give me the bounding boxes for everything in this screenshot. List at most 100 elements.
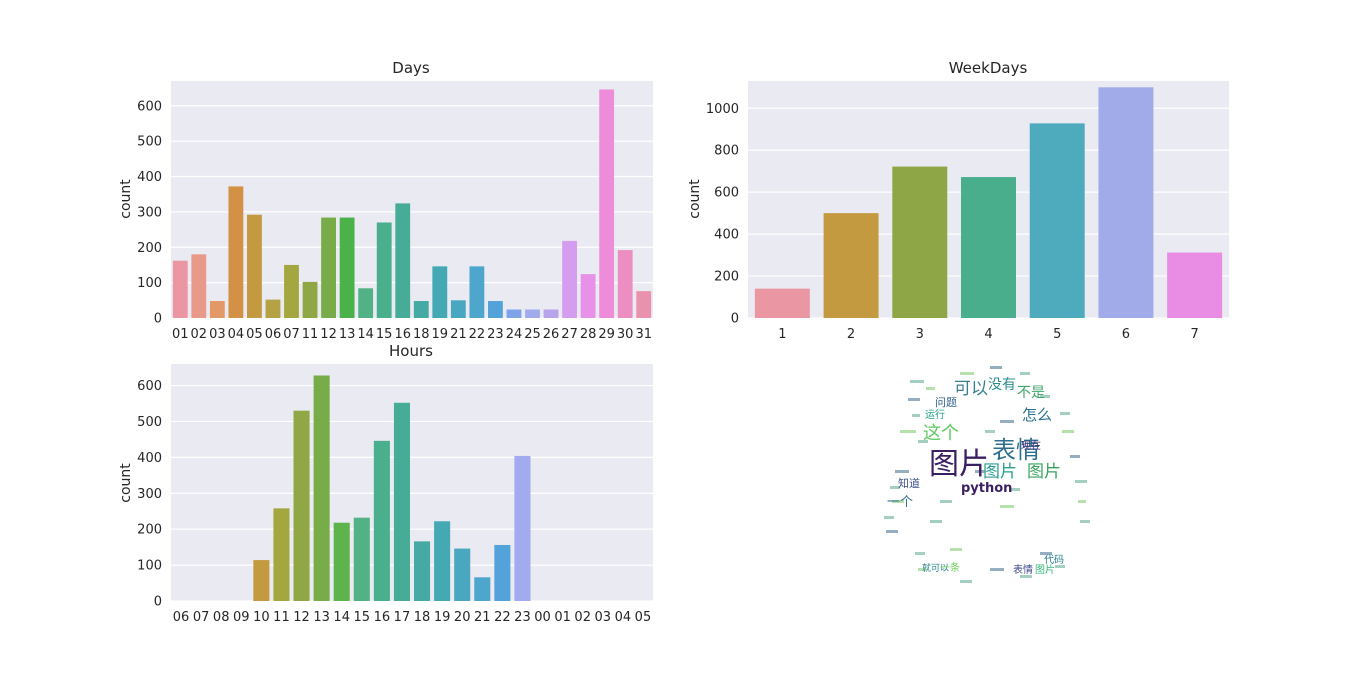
- hours-plot-area: [171, 364, 653, 601]
- weekdays-bar-7: [1167, 252, 1223, 318]
- days-bar-12: [321, 217, 336, 318]
- hours-xtick-label: 02: [574, 610, 591, 625]
- hours-xtick-label: 17: [394, 610, 411, 625]
- hours-xtick-label: 15: [354, 610, 371, 625]
- days-xtick-label: 30: [617, 327, 634, 342]
- word-cloud-word: python: [961, 481, 1012, 496]
- days-xtick-label: 26: [543, 327, 560, 342]
- hours-xtick-label: 03: [595, 610, 612, 625]
- hours-xtick-label: 20: [454, 610, 471, 625]
- days-xtick-label: 05: [246, 327, 263, 342]
- days-bar-25: [525, 309, 540, 318]
- word-cloud-texture: [884, 366, 1090, 583]
- days-xtick-label: 22: [469, 327, 486, 342]
- hours-ytick-label: 100: [137, 559, 162, 574]
- days-bar-22: [469, 266, 485, 318]
- days-ytick-label: 500: [137, 135, 162, 150]
- days-bar-14: [358, 288, 374, 318]
- hours-xtick-label: 06: [173, 610, 190, 625]
- word-cloud-word: 图片: [983, 462, 1017, 482]
- days-bar-06: [265, 299, 281, 318]
- days-xtick-label: 12: [320, 327, 337, 342]
- days-bar-21: [450, 300, 466, 318]
- hours-xtick-label: 13: [313, 610, 330, 625]
- days-xtick-label: 01: [172, 327, 189, 342]
- days-bar-26: [543, 309, 559, 318]
- days-xtick-label: 03: [209, 327, 226, 342]
- hours-xtick-label: 05: [635, 610, 652, 625]
- days-bar-19: [432, 266, 448, 318]
- word-cloud-word: 表情: [1013, 563, 1033, 576]
- days-bar-02: [191, 254, 207, 318]
- weekdays-bar-2: [823, 213, 879, 318]
- days-bar-27: [562, 240, 577, 318]
- days-xtick-label: 02: [191, 327, 208, 342]
- weekdays-xtick-label: 7: [1191, 327, 1199, 342]
- days-ytick-label: 0: [154, 312, 162, 327]
- word-cloud-word: 问题: [935, 396, 957, 409]
- days-xtick-label: 04: [228, 327, 245, 342]
- days-bar-23: [488, 301, 503, 318]
- hours-chart-ylabel: count: [118, 463, 134, 503]
- days-bar-28: [580, 274, 596, 318]
- days-xtick-label: 14: [357, 327, 374, 342]
- hours-ytick-label: 400: [137, 451, 162, 466]
- days-bar-29: [599, 89, 615, 318]
- days-xtick-label: 27: [561, 327, 578, 342]
- days-xtick-label: 25: [524, 327, 541, 342]
- days-xtick-label: 19: [432, 327, 449, 342]
- weekdays-xtick-label: 2: [847, 327, 855, 342]
- days-xtick-label: 21: [450, 327, 467, 342]
- days-bar-01: [172, 260, 188, 318]
- hours-bar-21: [474, 577, 491, 601]
- weekdays-chart: WeekDays count 0 200 400 600 800 1000 1 2 3 4 5 6 7: [687, 59, 1229, 342]
- weekdays-ytick-label: 800: [714, 144, 739, 159]
- hours-ytick-label: 300: [137, 487, 162, 502]
- word-cloud-word: 代码: [1044, 554, 1064, 566]
- hours-ytick-label: 0: [154, 595, 162, 610]
- days-xtick-label: 15: [376, 327, 393, 342]
- hours-ytick-label: 200: [137, 523, 162, 538]
- days-bar-16: [395, 203, 411, 318]
- days-xtick-label: 23: [487, 327, 504, 342]
- hours-ytick-label: 500: [137, 415, 162, 430]
- days-bar-15: [376, 222, 392, 318]
- weekdays-ytick-label: 0: [731, 312, 739, 327]
- weekdays-xtick-label: 6: [1122, 327, 1130, 342]
- hours-bar-23: [514, 455, 531, 601]
- days-xtick-label: 16: [394, 327, 411, 342]
- weekdays-chart-title: WeekDays: [949, 59, 1028, 77]
- word-cloud: 图片 表情 图片 图片 python 可以 没有 不是 问题 这个 怎么 一个 …: [884, 366, 1090, 583]
- weekdays-xtick-label: 1: [778, 327, 786, 342]
- days-xtick-label: 29: [598, 327, 615, 342]
- hours-xtick-label: 07: [193, 610, 210, 625]
- word-cloud-word: 表情: [992, 436, 1040, 464]
- days-bar-07: [284, 264, 299, 318]
- word-cloud-word: 知道: [898, 476, 920, 490]
- days-chart-ylabel: count: [118, 179, 134, 219]
- days-bar-13: [339, 217, 355, 318]
- days-bar-30: [617, 250, 633, 318]
- days-xtick-label: 31: [635, 327, 652, 342]
- hours-xtick-label: 23: [514, 610, 531, 625]
- hours-bar-20: [454, 548, 471, 601]
- hours-bar-15: [353, 517, 370, 601]
- word-cloud-word: 图片: [1027, 462, 1061, 482]
- hours-xtick-label: 09: [233, 610, 250, 625]
- days-bar-24: [506, 309, 522, 318]
- hours-bar-14: [333, 522, 350, 601]
- hours-bar-12: [293, 410, 310, 601]
- hours-bar-19: [434, 521, 451, 601]
- days-ytick-label: 200: [137, 241, 162, 256]
- days-bar-11: [302, 281, 318, 318]
- hours-xtick-label: 08: [213, 610, 230, 625]
- days-chart: Days count 0 100 200 300 400 500 600 01 02 03 04 05…: [118, 59, 653, 342]
- hours-xtick-label: 19: [434, 610, 451, 625]
- weekdays-chart-ylabel: count: [687, 179, 703, 219]
- word-cloud-word: 运行: [925, 408, 945, 421]
- days-ytick-label: 400: [137, 170, 162, 185]
- hours-xtick-label: 10: [253, 610, 270, 625]
- days-bar-31: [636, 291, 652, 318]
- hours-bar-13: [313, 375, 330, 601]
